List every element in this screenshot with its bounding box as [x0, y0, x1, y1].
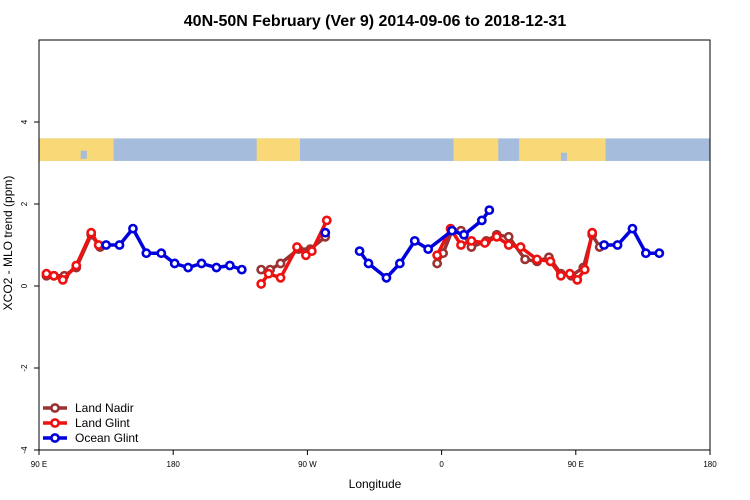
x-tick-label: 90 W [298, 460, 317, 469]
data-point [71, 260, 82, 271]
data-point [224, 260, 235, 271]
data-point [86, 227, 97, 238]
x-tick-label: 180 [167, 460, 181, 469]
data-point [183, 262, 194, 273]
data-point [432, 258, 443, 269]
data-point [520, 254, 531, 265]
data-point [49, 270, 59, 281]
data-point [263, 268, 274, 279]
legend-label: Land Glint [75, 416, 130, 430]
legend-marker [50, 418, 60, 428]
map-strip-ocean-detail [396, 138, 403, 147]
data-point [579, 264, 590, 275]
data-point [479, 238, 490, 248]
data-point [256, 264, 267, 275]
series-land-glint [41, 215, 598, 289]
map-strip-ocean-detail [560, 152, 567, 161]
x-tick-label: 180 [703, 460, 717, 469]
data-point [169, 258, 180, 269]
plot-area: 90 E 180 90 W 0 90 E 180 -4 -2 0 2 4 Land NadirLand… [20, 39, 717, 469]
y-axis-label: XCO2 - MLO trend (ppm) [1, 176, 15, 311]
data-point [101, 240, 111, 250]
data-point [459, 229, 469, 240]
x-tick-label: 0 [439, 460, 444, 469]
data-point [363, 258, 374, 269]
data-point [466, 235, 477, 246]
x-tick-label: 90 E [31, 460, 47, 469]
chart-title: 40N-50N February (Ver 9) 2014-09-06 to 2… [184, 13, 567, 30]
data-point [612, 240, 623, 250]
data-point [456, 240, 466, 250]
data-point [503, 240, 514, 250]
data-point [93, 240, 104, 250]
plot-frame [38, 39, 711, 451]
data-point [236, 264, 247, 275]
series-line [358, 209, 491, 280]
y-tick-label: -4 [20, 446, 29, 454]
map-strip-land [256, 138, 300, 161]
data-point [627, 223, 638, 234]
legend-label: Land Nadir [75, 401, 134, 415]
data-point [572, 274, 583, 285]
data-point [532, 254, 542, 265]
y-tick-label: 4 [20, 119, 29, 124]
data-point [141, 248, 152, 259]
data-point [515, 242, 526, 252]
data-point [196, 258, 207, 269]
data-point [640, 248, 651, 259]
data-point [564, 268, 575, 279]
data-point [484, 205, 495, 216]
data-point [256, 279, 267, 289]
data-point [503, 231, 514, 242]
data-point [211, 262, 222, 273]
data-point [545, 256, 556, 267]
y-tick-label: 0 [20, 283, 29, 288]
x-axis-label: Longitude [349, 477, 402, 491]
data-point [57, 274, 68, 285]
data-point [432, 250, 443, 261]
data-point [491, 231, 502, 242]
data-point [306, 246, 317, 257]
data-point [394, 258, 405, 269]
data-point [447, 225, 457, 236]
y-tick-label: -2 [20, 364, 29, 372]
data-point [320, 227, 331, 238]
series-ocean-glint [101, 205, 665, 283]
legend-marker [50, 403, 60, 413]
data-point [599, 240, 610, 250]
x-tick-label: 90 E [568, 460, 584, 469]
data-point [114, 240, 125, 250]
map-strip-ocean [39, 138, 710, 161]
data-point [409, 235, 420, 246]
legend-label: Ocean Glint [75, 431, 139, 445]
data-point [41, 268, 52, 279]
data-point [381, 272, 392, 283]
data-point [354, 246, 365, 257]
data-point [292, 242, 302, 252]
data-point [555, 270, 566, 281]
data-point [275, 258, 286, 269]
data-point [423, 244, 434, 254]
data-point [587, 227, 598, 238]
map-strip-land [39, 138, 114, 161]
data-point [654, 248, 665, 259]
data-point [476, 215, 487, 226]
data-point [156, 248, 167, 259]
map-strip-ocean-detail [80, 150, 87, 159]
data-point [321, 215, 332, 226]
legend-marker [50, 433, 60, 443]
map-strip-land [519, 138, 606, 161]
data-point [128, 223, 138, 234]
data-point [275, 272, 286, 283]
map-strip-land [453, 138, 499, 161]
y-tick-label: 2 [20, 201, 29, 206]
